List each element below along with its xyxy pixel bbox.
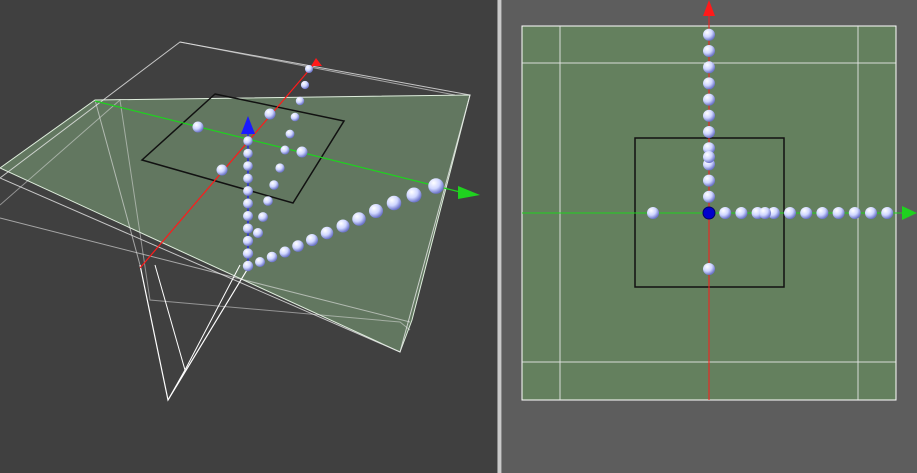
sphere-point-icon[interactable] (243, 161, 253, 171)
sphere-point-icon[interactable] (269, 180, 279, 190)
sphere-point-icon[interactable] (243, 186, 253, 196)
sphere-point-icon[interactable] (280, 145, 290, 155)
sphere-point-icon[interactable] (865, 207, 877, 219)
sphere-point-icon[interactable] (320, 226, 334, 240)
sphere-point-icon[interactable] (703, 174, 715, 187)
sphere-point-icon[interactable] (848, 207, 861, 219)
sphere-point-icon[interactable] (253, 228, 263, 238)
sphere-point-icon[interactable] (703, 142, 715, 155)
sphere-point-icon[interactable] (832, 207, 845, 219)
sphere-point-icon[interactable] (243, 136, 253, 146)
sphere-point-icon[interactable] (216, 164, 228, 176)
sphere-point-icon[interactable] (305, 65, 313, 73)
sphere-point-icon[interactable] (300, 80, 310, 90)
sphere-point-icon[interactable] (703, 126, 715, 138)
sphere-point-icon[interactable] (816, 207, 829, 219)
top-canvas[interactable] (502, 0, 917, 473)
sphere-point-icon[interactable] (242, 235, 254, 247)
sphere-point-icon[interactable] (295, 96, 305, 106)
sphere-point-icon[interactable] (266, 251, 278, 263)
sphere-point-icon[interactable] (275, 163, 285, 173)
sphere-point-icon[interactable] (428, 178, 444, 194)
sphere-point-icon[interactable] (703, 93, 715, 106)
perspective-points (192, 65, 444, 272)
sphere-point-icon[interactable] (279, 246, 291, 258)
z-axis-arrow-icon[interactable] (241, 116, 255, 134)
plane-wireframe-inner (0, 99, 411, 331)
sphere-point-icon[interactable] (263, 196, 273, 206)
viewport-splitter[interactable] (497, 0, 502, 473)
sphere-point-icon[interactable] (881, 207, 894, 219)
sphere-point-icon[interactable] (243, 211, 253, 221)
frustum-wire (139, 264, 251, 402)
sphere-point-icon[interactable] (243, 198, 253, 209)
perspective-canvas[interactable] (0, 0, 497, 473)
plane-wireframe-outer (0, 41, 471, 353)
sphere-point-icon[interactable] (703, 190, 715, 203)
sphere-point-icon[interactable] (767, 207, 780, 219)
sphere-point-icon[interactable] (242, 223, 254, 234)
sphere-point-icon[interactable] (242, 248, 254, 259)
sphere-point-icon[interactable] (719, 207, 732, 219)
sphere-point-icon[interactable] (336, 219, 350, 233)
sphere-point-icon[interactable] (735, 207, 748, 219)
sphere-point-icon[interactable] (296, 146, 308, 158)
sphere-point-icon[interactable] (647, 207, 659, 219)
sphere-point-icon[interactable] (703, 109, 715, 122)
sphere-point-icon[interactable] (192, 121, 204, 133)
sphere-point-icon[interactable] (290, 112, 300, 122)
sphere-point-icon[interactable] (285, 129, 295, 139)
sphere-point-icon[interactable] (255, 257, 265, 267)
sphere-point-icon[interactable] (264, 108, 276, 120)
top-x-axis-arrow-icon[interactable] (703, 0, 715, 16)
top-y-axis-arrow-icon[interactable] (902, 206, 917, 220)
sphere-point-icon[interactable] (369, 204, 383, 218)
sphere-point-icon[interactable] (242, 260, 254, 272)
sphere-point-icon[interactable] (306, 234, 318, 246)
selected-point[interactable] (702, 206, 716, 220)
sphere-point-icon[interactable] (703, 28, 715, 41)
sphere-point-icon[interactable] (406, 187, 422, 203)
sphere-point-icon[interactable] (759, 207, 771, 219)
x-axis-arrow-icon[interactable] (311, 58, 322, 66)
y-axis-line (94, 100, 461, 193)
region-outline (140, 93, 346, 204)
top-viewport[interactable] (502, 0, 917, 473)
sphere-point-icon[interactable] (703, 45, 715, 57)
sphere-point-icon[interactable] (258, 212, 268, 222)
sphere-point-icon[interactable] (292, 240, 304, 252)
sphere-point-icon[interactable] (703, 61, 715, 74)
ground-plane (0, 94, 471, 353)
y-axis-arrow-icon[interactable] (458, 186, 480, 199)
sphere-point-icon[interactable] (352, 212, 366, 226)
sphere-point-icon[interactable] (386, 195, 402, 211)
sphere-point-icon[interactable] (800, 207, 813, 219)
top-points (647, 28, 894, 275)
sphere-point-icon[interactable] (784, 207, 796, 219)
perspective-viewport[interactable] (0, 0, 497, 473)
x-axis-line (139, 61, 317, 269)
sphere-point-icon[interactable] (243, 148, 253, 159)
sphere-point-icon[interactable] (703, 263, 715, 275)
sphere-point-icon[interactable] (703, 77, 715, 90)
sphere-point-icon[interactable] (703, 151, 715, 163)
sphere-point-icon[interactable] (243, 173, 253, 184)
